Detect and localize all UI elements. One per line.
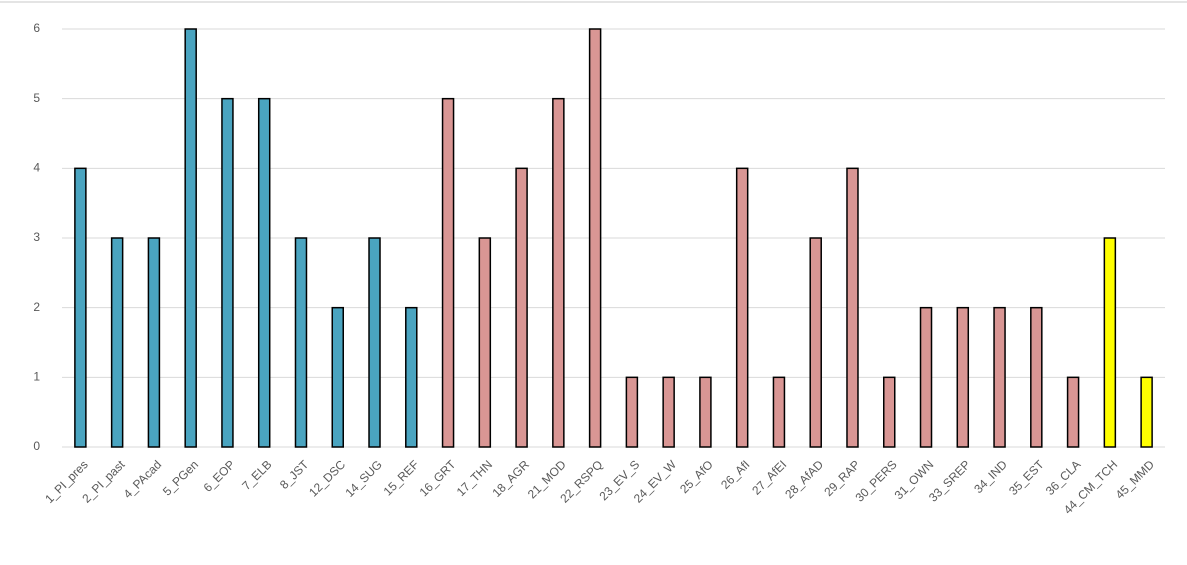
x-tick-label: 45_MMD (1113, 457, 1158, 502)
y-tick-label: 2 (33, 300, 40, 314)
x-tick-label: 5_PGen (160, 457, 201, 498)
x-tick-label: 25_AfO (677, 457, 716, 496)
bar (662, 376, 675, 448)
bar (552, 97, 565, 448)
x-tick-label: 16_GRT (417, 457, 459, 499)
x-tick-label: 17_THN (454, 457, 495, 498)
bar (515, 167, 528, 448)
bar (625, 376, 639, 448)
bar (294, 237, 308, 448)
x-tick-label: 34_IND (971, 457, 1010, 496)
x-tick-label: 35_EST (1006, 457, 1047, 498)
y-tick-label: 0 (33, 439, 40, 453)
bar (919, 306, 933, 448)
bar (74, 167, 87, 448)
bar (441, 97, 455, 448)
bar (956, 306, 970, 448)
bar (1030, 306, 1043, 448)
bar (368, 237, 381, 448)
bar (221, 97, 234, 448)
x-tick-label: 4_PAcad (121, 457, 165, 501)
bar (405, 306, 418, 448)
bar (257, 97, 271, 448)
y-tick-label: 4 (33, 161, 40, 175)
bar (478, 237, 492, 448)
bar (588, 28, 602, 448)
bar (184, 28, 197, 448)
bar (993, 306, 1006, 448)
bar (883, 376, 896, 448)
x-tick-label: 7_ELB (239, 457, 274, 492)
bar (147, 237, 161, 448)
bar (110, 237, 124, 448)
bar (1140, 376, 1153, 448)
bar (1066, 376, 1080, 448)
x-tick-label: 28_AfAD (782, 457, 826, 501)
bar (846, 167, 859, 448)
bar (735, 167, 749, 448)
bar (331, 306, 344, 448)
y-tick-label: 6 (33, 21, 40, 35)
bar (772, 376, 786, 448)
bar (1103, 237, 1117, 448)
x-tick-label: 12_DSC (306, 457, 348, 499)
x-tick-label: 6_EOP (201, 457, 238, 494)
bar (699, 376, 712, 448)
x-tick-label: 14_SUG (342, 457, 384, 499)
x-tick-label: 8_JST (277, 457, 312, 492)
y-tick-label: 1 (33, 370, 40, 384)
y-tick-label: 3 (33, 230, 40, 244)
x-tick-label: 26_AfI (718, 457, 752, 491)
x-tick-label: 15_REF (381, 457, 422, 498)
y-tick-label: 5 (33, 91, 40, 105)
bar (809, 237, 822, 448)
